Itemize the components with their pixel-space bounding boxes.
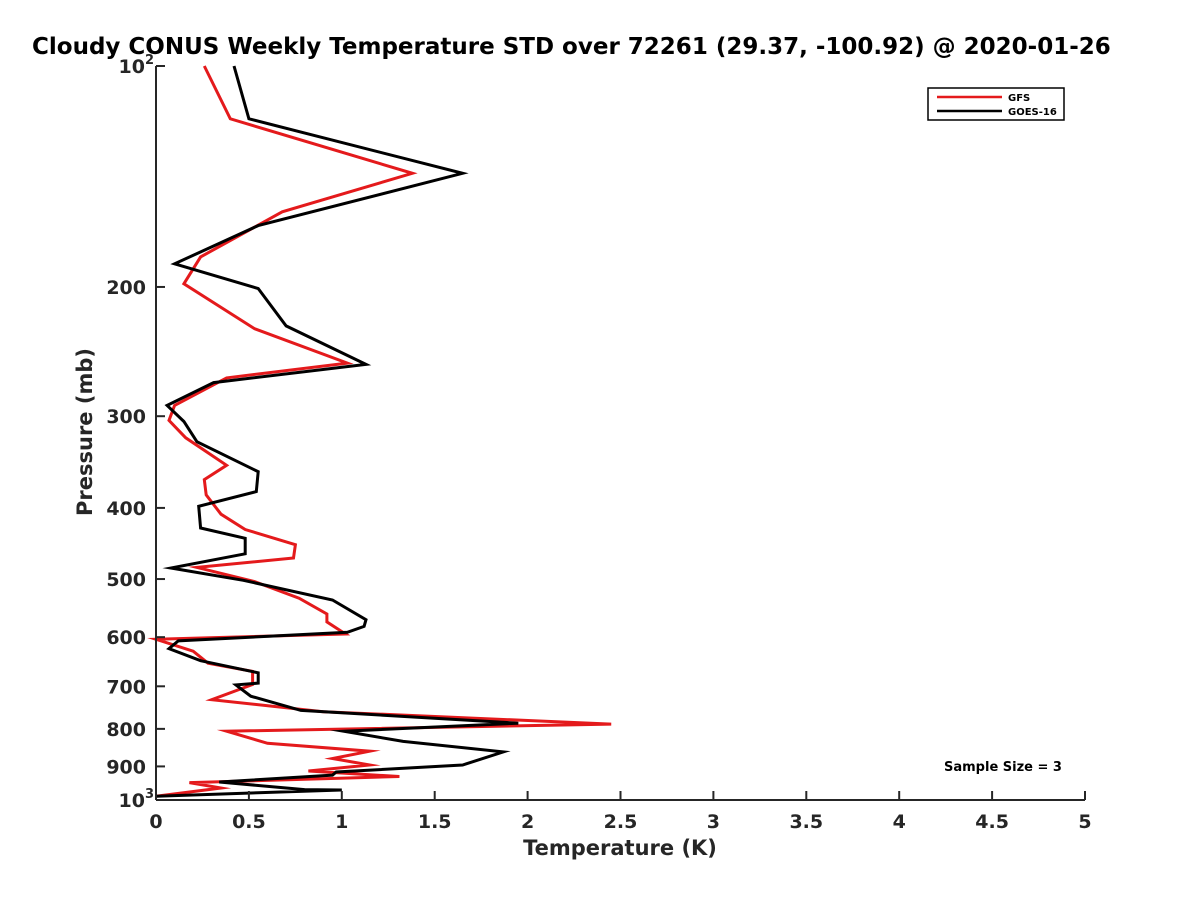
x-tick-label: 3.5 xyxy=(789,811,823,833)
y-axis-label: Pressure (mb) xyxy=(73,348,97,516)
y-tick-label: 400 xyxy=(106,498,146,520)
sample-size-annotation: Sample Size = 3 xyxy=(944,760,1062,775)
legend: GFS GOES-16 xyxy=(927,87,1065,121)
x-tick-label: 2 xyxy=(521,811,534,833)
y-tick-label: 700 xyxy=(106,676,146,698)
x-tick-label: 5 xyxy=(1078,811,1091,833)
y-tick-label: 300 xyxy=(106,406,146,428)
y-tick-label: 600 xyxy=(106,627,146,649)
legend-label: GOES-16 xyxy=(1008,107,1057,118)
plot-area xyxy=(147,65,612,798)
x-tick-label: 0.5 xyxy=(232,811,266,833)
x-tick-label: 4.5 xyxy=(975,811,1009,833)
x-tick-label: 3 xyxy=(707,811,720,833)
y-tick-label: 103 xyxy=(119,787,155,812)
legend-box xyxy=(927,87,1065,121)
chart-title: Cloudy CONUS Weekly Temperature STD over… xyxy=(32,34,1111,60)
x-tick-label: 4 xyxy=(893,811,906,833)
y-tick-label: 500 xyxy=(106,569,146,591)
axes: 0 0.5 1 1.5 2 2.5 3 3.5 4 4.5 5 102 200 300 400 500 600 7… xyxy=(106,53,1091,833)
y-tick-label: 900 xyxy=(106,756,146,778)
legend-label: GFS xyxy=(1008,93,1030,104)
y-tick-label: 102 xyxy=(119,53,155,78)
series-line-goes-16 xyxy=(155,65,519,798)
x-tick-label: 1.5 xyxy=(418,811,452,833)
y-tick-label: 200 xyxy=(106,277,146,299)
x-tick-label: 0 xyxy=(149,811,162,833)
series-line-gfs xyxy=(147,65,612,798)
x-tick-label: 2.5 xyxy=(604,811,638,833)
x-tick-label: 1 xyxy=(335,811,348,833)
x-axis-label: Temperature (K) xyxy=(523,836,717,860)
y-tick-label: 800 xyxy=(106,719,146,741)
